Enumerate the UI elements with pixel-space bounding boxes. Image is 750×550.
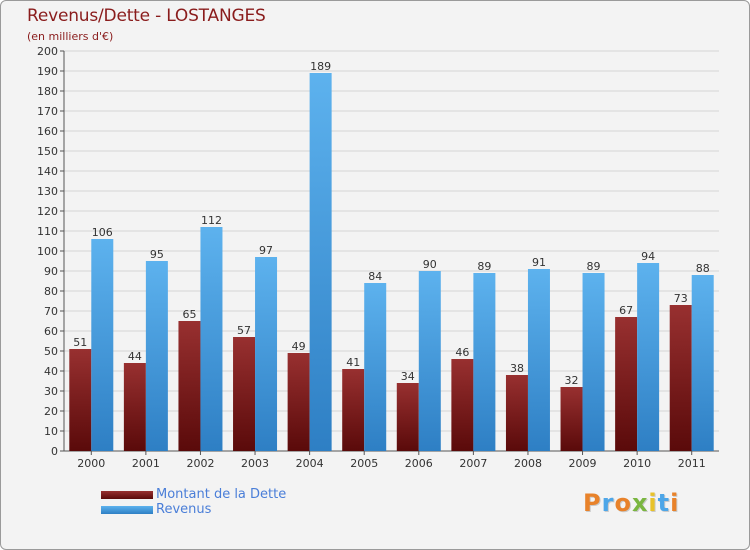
data-label-debt: 38 [510,362,524,375]
y-tick-label: 120 [37,205,58,218]
bar-revenue [91,239,114,451]
bar-revenue [582,273,605,451]
data-label-revenue: 106 [92,226,113,239]
bar-debt [69,349,92,451]
data-label-revenue: 88 [696,262,710,275]
bar-debt [505,375,528,451]
data-label-revenue: 91 [532,256,546,269]
legend-label-debt: Montant de la Dette [156,487,287,502]
bar-revenue [145,261,168,451]
data-label-debt: 49 [292,340,306,353]
bar-debt [178,321,201,451]
y-tick-label: 70 [44,305,58,318]
data-label-revenue: 94 [641,250,655,263]
y-tick-label: 140 [37,165,58,178]
bar-revenue [200,227,223,451]
x-tick-label: 2006 [405,457,433,470]
bar-debt [123,363,146,451]
x-tick-label: 2000 [77,457,105,470]
y-tick-label: 100 [37,245,58,258]
data-label-revenue: 84 [368,270,382,283]
data-label-debt: 41 [346,356,360,369]
data-label-debt: 73 [674,292,688,305]
data-label-debt: 57 [237,324,251,337]
data-label-revenue: 89 [587,260,601,273]
y-tick-label: 160 [37,125,58,138]
y-tick-label: 80 [44,285,58,298]
bar-debt [342,369,365,451]
x-tick-label: 2011 [678,457,706,470]
x-tick-label: 2005 [350,457,378,470]
bar-debt [233,337,256,451]
data-label-revenue: 95 [150,248,164,261]
y-tick-label: 90 [44,265,58,278]
data-label-revenue: 112 [201,214,222,227]
x-tick-label: 2007 [459,457,487,470]
data-label-debt: 46 [455,346,469,359]
y-tick-label: 150 [37,145,58,158]
bar-revenue [364,283,387,451]
y-tick-label: 130 [37,185,58,198]
y-tick-label: 30 [44,385,58,398]
data-label-revenue: 189 [310,60,331,73]
y-tick-label: 190 [37,65,58,78]
data-label-debt: 44 [128,350,142,363]
bar-debt [615,317,638,451]
y-tick-label: 110 [37,225,58,238]
bar-debt [396,383,419,451]
x-tick-label: 2008 [514,457,542,470]
y-tick-label: 170 [37,105,58,118]
data-label-revenue: 89 [477,260,491,273]
data-label-debt: 32 [565,374,579,387]
proxiti-logo: Proxiti [583,489,680,517]
x-tick-label: 2010 [623,457,651,470]
bar-debt [451,359,474,451]
data-label-debt: 51 [73,336,87,349]
x-tick-label: 2001 [132,457,160,470]
legend-label-revenue: Revenus [156,502,212,517]
data-label-revenue: 90 [423,258,437,271]
bar-revenue [309,73,332,451]
y-tick-label: 200 [37,45,58,58]
bar-debt [669,305,692,451]
x-tick-label: 2004 [296,457,324,470]
bar-revenue [691,275,714,451]
y-tick-label: 180 [37,85,58,98]
data-label-debt: 65 [182,308,196,321]
bar-debt [560,387,583,451]
y-tick-label: 0 [51,445,58,458]
bar-revenue [255,257,278,451]
data-label-revenue: 97 [259,244,273,257]
legend-swatch-revenue [101,506,153,514]
x-tick-label: 2002 [186,457,214,470]
x-tick-label: 2003 [241,457,269,470]
bar-revenue [473,273,496,451]
y-tick-label: 20 [44,405,58,418]
y-tick-label: 60 [44,325,58,338]
bar-revenue [527,269,550,451]
bar-revenue [418,271,441,451]
chart-title: Revenus/Dette - LOSTANGES [27,6,266,26]
data-label-debt: 67 [619,304,633,317]
x-tick-label: 2009 [569,457,597,470]
y-tick-label: 50 [44,345,58,358]
data-label-debt: 34 [401,370,415,383]
legend-swatch-debt [101,491,153,499]
bar-debt [287,353,310,451]
y-tick-label: 40 [44,365,58,378]
chart-subtitle: (en milliers d'€) [27,30,114,43]
bar-revenue [637,263,660,451]
y-tick-label: 10 [44,425,58,438]
